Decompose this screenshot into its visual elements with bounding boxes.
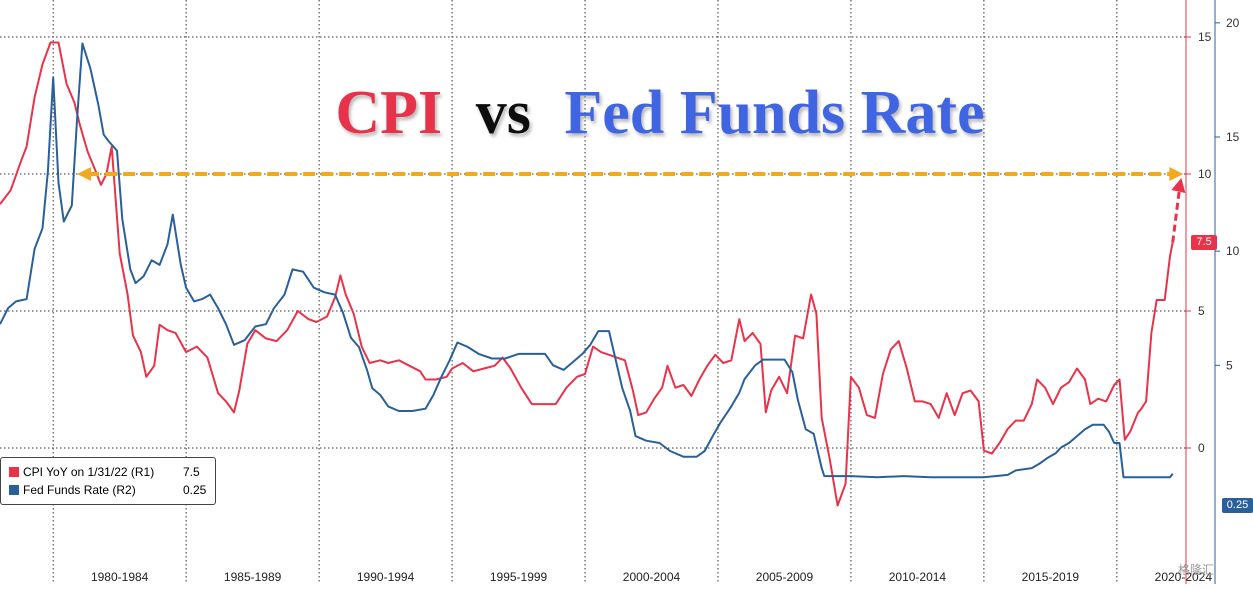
x-tick-label: 2020-2024	[1155, 570, 1213, 584]
r2-tick-label: 15	[1226, 130, 1240, 144]
x-tick-label: 2015-2019	[1022, 570, 1080, 584]
r2-tick-label: 20	[1226, 16, 1240, 30]
ffr-last-value-tag: 0.25	[1222, 498, 1253, 513]
x-tick-label: 2010-2014	[889, 570, 947, 584]
annotation-arrowhead-right	[1169, 166, 1184, 181]
legend: CPI YoY on 1/31/22 (R1) 7.5 Fed Funds Ra…	[0, 457, 216, 505]
title-fed-funds-rate: Fed Funds Rate	[564, 79, 984, 147]
legend-label-ffr: Fed Funds Rate (R2)	[23, 483, 136, 497]
legend-swatch-cpi	[9, 467, 19, 477]
annotation-arrowhead-left	[77, 166, 92, 181]
r1-tick-label: 10	[1198, 167, 1212, 181]
x-tick-label: 2000-2004	[623, 570, 681, 584]
x-tick-label: 1980-1984	[91, 570, 149, 584]
r1-tick-label: 15	[1198, 30, 1212, 44]
x-tick-label: 2005-2009	[756, 570, 814, 584]
r1-tick-label: 5	[1198, 304, 1205, 318]
cpi-last-value-tag: 7.5	[1191, 235, 1217, 250]
legend-item-cpi: CPI YoY on 1/31/22 (R1)	[9, 464, 154, 480]
legend-item-ffr: Fed Funds Rate (R2)	[9, 482, 136, 498]
title-vs: vs	[476, 79, 531, 147]
legend-label-cpi: CPI YoY on 1/31/22 (R1)	[23, 465, 155, 479]
annotation-up-arrowhead	[1171, 177, 1186, 193]
legend-value-ffr: 0.25	[183, 483, 207, 497]
ffr-series-line	[0, 42, 1174, 479]
annotation-up-dashed-line	[1171, 189, 1181, 243]
chart-title: CPI vs Fed Funds Rate	[335, 79, 984, 147]
cpi-series-line	[0, 41, 1174, 507]
r2-tick-label: 10	[1226, 244, 1240, 258]
title-cpi: CPI	[335, 79, 442, 147]
r2-tick-label: 5	[1226, 358, 1233, 372]
watermark: 格隆汇	[1178, 563, 1215, 577]
x-tick-label: 1990-1994	[357, 570, 415, 584]
x-tick-label: 1995-1999	[490, 570, 548, 584]
r1-tick-label: 0	[1198, 441, 1205, 455]
legend-value-cpi: 7.5	[183, 465, 200, 479]
legend-swatch-ffr	[9, 485, 19, 495]
x-tick-label: 1985-1989	[224, 570, 282, 584]
